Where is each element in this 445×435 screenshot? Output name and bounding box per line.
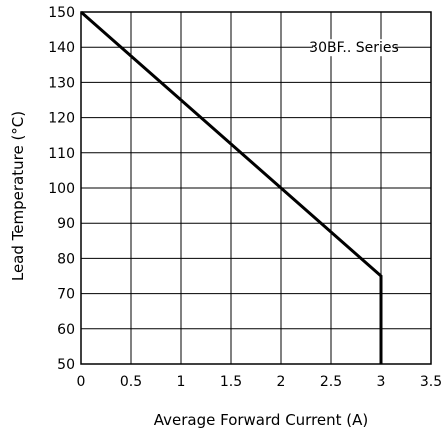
- y-tick-label: 70: [57, 287, 75, 303]
- x-axis-label: Average Forward Current (A): [154, 411, 369, 429]
- y-tick-label: 150: [48, 5, 75, 21]
- y-tick-label: 120: [48, 111, 75, 127]
- y-tick-label: 140: [48, 40, 75, 56]
- x-tick-label: 3: [377, 374, 386, 390]
- x-tick-label: 0: [77, 374, 86, 390]
- y-tick-label: 80: [57, 251, 75, 267]
- x-tick-label: 1: [177, 374, 186, 390]
- x-tick-label: 0.5: [120, 374, 142, 390]
- series-annotation: 30BF.. Series: [309, 40, 399, 56]
- series-line: [80, 10, 383, 364]
- y-tick-label: 110: [48, 146, 75, 162]
- annotation-background: [313, 39, 395, 57]
- plot-frame: [80, 11, 432, 365]
- series-layer: [80, 10, 383, 364]
- x-tick-label: 3.5: [420, 374, 442, 390]
- y-tick-label: 50: [57, 357, 75, 373]
- y-tick-label: 100: [48, 181, 75, 197]
- x-tick-label: 2.5: [320, 374, 342, 390]
- y-tick-label: 130: [48, 75, 75, 91]
- grid: [80, 11, 432, 365]
- y-axis-ticks: 50 60 70 80 90 100 110 120 130 140 150: [48, 5, 75, 373]
- y-axis-label: Lead Temperature (°C): [9, 111, 27, 281]
- y-tick-label: 90: [57, 216, 75, 232]
- x-axis-ticks: 0 0.5 1 1.5 2 2.5 3 3.5: [77, 374, 443, 390]
- x-tick-label: 2: [277, 374, 286, 390]
- x-tick-label: 1.5: [220, 374, 242, 390]
- y-tick-label: 60: [57, 322, 75, 338]
